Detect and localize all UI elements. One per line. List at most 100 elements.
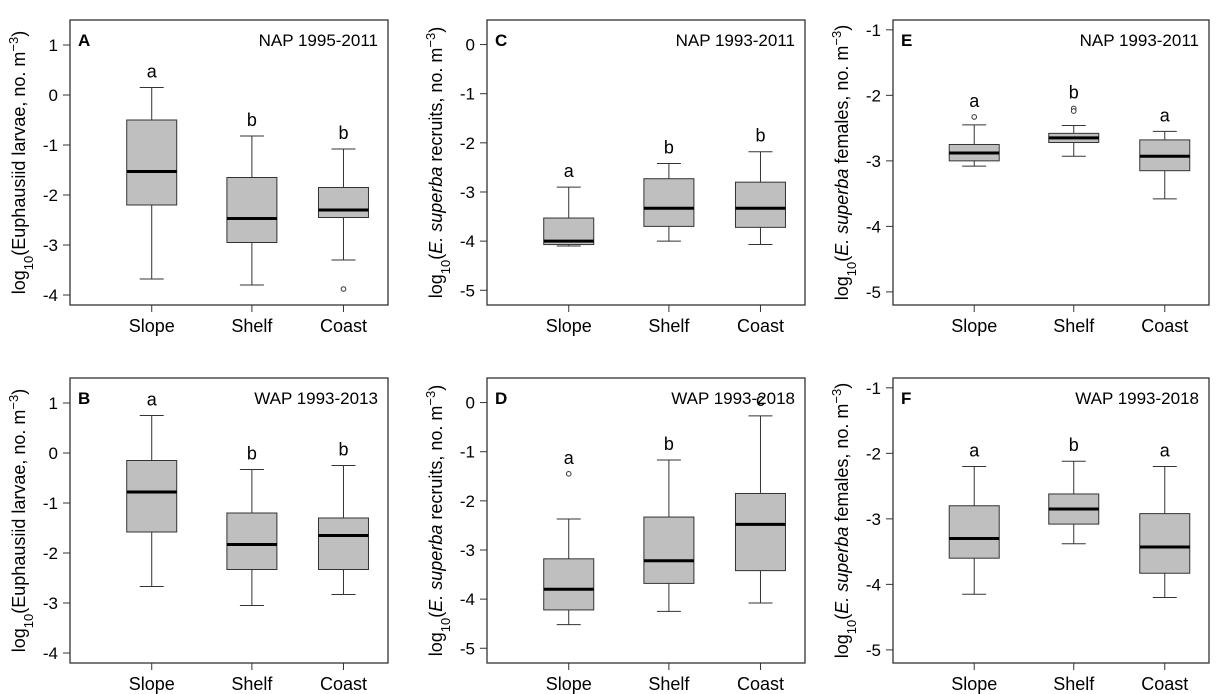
y-tick-label: -3 bbox=[43, 594, 58, 613]
significance-letter: b bbox=[247, 110, 257, 130]
y-axis-label-part: ) bbox=[426, 385, 446, 391]
y-axis-label-part: −3 bbox=[6, 37, 21, 52]
y-axis-label-part: log bbox=[426, 274, 446, 298]
box-shelf: b bbox=[1048, 82, 1100, 157]
box-shelf: b bbox=[226, 444, 278, 606]
y-tick-label: 0 bbox=[466, 36, 475, 55]
y-tick-label: -4 bbox=[460, 590, 475, 609]
significance-letter: a bbox=[1160, 440, 1171, 460]
y-tick-label: -2 bbox=[43, 186, 58, 205]
panel-letter: F bbox=[901, 389, 911, 408]
significance-letter: b bbox=[664, 434, 674, 454]
y-axis-label-part: ( bbox=[9, 608, 29, 614]
y-axis-label: log10(Euphausiid larvae, no. m−3) bbox=[6, 31, 36, 294]
y-axis-label-part: ) bbox=[832, 25, 852, 31]
box-iqr bbox=[643, 178, 695, 227]
y-axis-label-part: E. superba bbox=[426, 167, 446, 254]
x-tick-label: Shelf bbox=[1053, 674, 1095, 694]
y-axis-label-part: ) bbox=[9, 389, 29, 395]
y-axis-label-part: −3 bbox=[423, 391, 438, 406]
box-shelf: b bbox=[1048, 435, 1100, 545]
y-axis-label-part: −3 bbox=[423, 33, 438, 48]
box-slope: a bbox=[543, 161, 595, 247]
box-coast: a bbox=[1139, 440, 1191, 598]
box-iqr bbox=[543, 558, 595, 611]
y-tick-label: -3 bbox=[460, 541, 475, 560]
y-axis-label-part: recruits, no. m bbox=[426, 406, 446, 525]
y-tick-label: -1 bbox=[43, 494, 58, 513]
x-tick-label: Coast bbox=[737, 316, 784, 336]
box-iqr bbox=[126, 119, 178, 206]
box-coast: b bbox=[734, 126, 786, 246]
y-axis-label-part: ) bbox=[9, 31, 29, 37]
y-tick-label: -4 bbox=[43, 644, 58, 663]
y-axis-label-part: 10 bbox=[21, 256, 36, 270]
significance-letter: a bbox=[1160, 105, 1171, 125]
y-axis-label-part: log bbox=[9, 270, 29, 294]
plot-frame bbox=[486, 19, 806, 306]
x-tick-label: Shelf bbox=[231, 316, 273, 336]
y-tick-label: 1 bbox=[49, 36, 58, 55]
panel-title: WAP 1993-2018 bbox=[671, 389, 795, 408]
box-coast: c bbox=[734, 390, 786, 604]
panel-title: NAP 1995-2011 bbox=[259, 31, 378, 50]
panel-title: WAP 1993-2013 bbox=[254, 389, 378, 408]
significance-letter: a bbox=[969, 440, 980, 460]
outlier-point bbox=[565, 471, 572, 477]
box-coast: a bbox=[1139, 105, 1191, 200]
box-shelf: b bbox=[643, 434, 695, 612]
y-tick-label: -3 bbox=[460, 183, 475, 202]
y-axis-label: log10(E. superba recruits, no. m−3) bbox=[423, 385, 453, 656]
y-axis-label-part: log bbox=[426, 632, 446, 656]
box-shelf: b bbox=[226, 110, 278, 286]
x-tick-label: Slope bbox=[951, 674, 997, 694]
box-iqr bbox=[126, 460, 178, 533]
y-axis-label-part: log bbox=[832, 276, 852, 300]
y-axis-label-part: ( bbox=[832, 614, 852, 620]
y-tick-label: -2 bbox=[460, 134, 475, 153]
y-axis-label-part: E. superba bbox=[832, 527, 852, 614]
y-tick-label: -5 bbox=[460, 281, 475, 300]
x-tick-label: Slope bbox=[546, 674, 592, 694]
y-tick-label: -1 bbox=[866, 379, 881, 398]
plot-frame bbox=[69, 19, 389, 306]
y-axis-label-part: ( bbox=[9, 250, 29, 256]
box-iqr bbox=[734, 492, 786, 572]
panel-letter: B bbox=[78, 389, 90, 408]
significance-letter: b bbox=[338, 440, 348, 460]
y-tick-label: -5 bbox=[866, 641, 881, 660]
outlier-point bbox=[1070, 108, 1077, 114]
y-tick-label: -2 bbox=[460, 492, 475, 511]
y-axis-label-part: ( bbox=[426, 254, 446, 260]
y-tick-label: 1 bbox=[49, 394, 58, 413]
y-tick-label: -2 bbox=[866, 86, 881, 105]
y-tick-label: -4 bbox=[43, 286, 58, 305]
panel-letter: E bbox=[901, 31, 912, 50]
significance-letter: a bbox=[969, 91, 980, 111]
significance-letter: b bbox=[338, 123, 348, 143]
y-axis-label-part: E. superba bbox=[832, 169, 852, 256]
significance-letter: a bbox=[564, 161, 575, 181]
y-tick-label: -3 bbox=[43, 236, 58, 255]
y-axis-label: log10(E. superba females, no. m−3) bbox=[829, 25, 859, 300]
y-tick-label: -3 bbox=[866, 510, 881, 529]
box-slope: a bbox=[948, 91, 1000, 167]
panel-F: -1 -2 -3 -4 -5 Slope Shelf Coast a b a F WAP 1993-20… bbox=[829, 377, 1210, 694]
y-tick-label: -5 bbox=[460, 639, 475, 658]
y-tick-label: 0 bbox=[49, 444, 58, 463]
significance-letter: a bbox=[564, 448, 575, 468]
box-iqr bbox=[643, 516, 695, 584]
x-tick-label: Coast bbox=[1141, 674, 1188, 694]
x-tick-label: Shelf bbox=[1053, 316, 1095, 336]
box-iqr bbox=[948, 505, 1000, 559]
outlier-point bbox=[340, 286, 347, 292]
x-tick-label: Shelf bbox=[648, 674, 690, 694]
y-tick-label: -1 bbox=[43, 136, 58, 155]
significance-letter: b bbox=[664, 137, 674, 157]
y-axis-label-part: females, no. m bbox=[832, 46, 852, 169]
plot-frame bbox=[892, 377, 1210, 664]
panel-E: -1 -2 -3 -4 -5 Slope Shelf Coast a b a E NAP 1993-20… bbox=[829, 19, 1210, 336]
x-tick-label: Coast bbox=[737, 674, 784, 694]
box-slope: a bbox=[126, 390, 178, 587]
